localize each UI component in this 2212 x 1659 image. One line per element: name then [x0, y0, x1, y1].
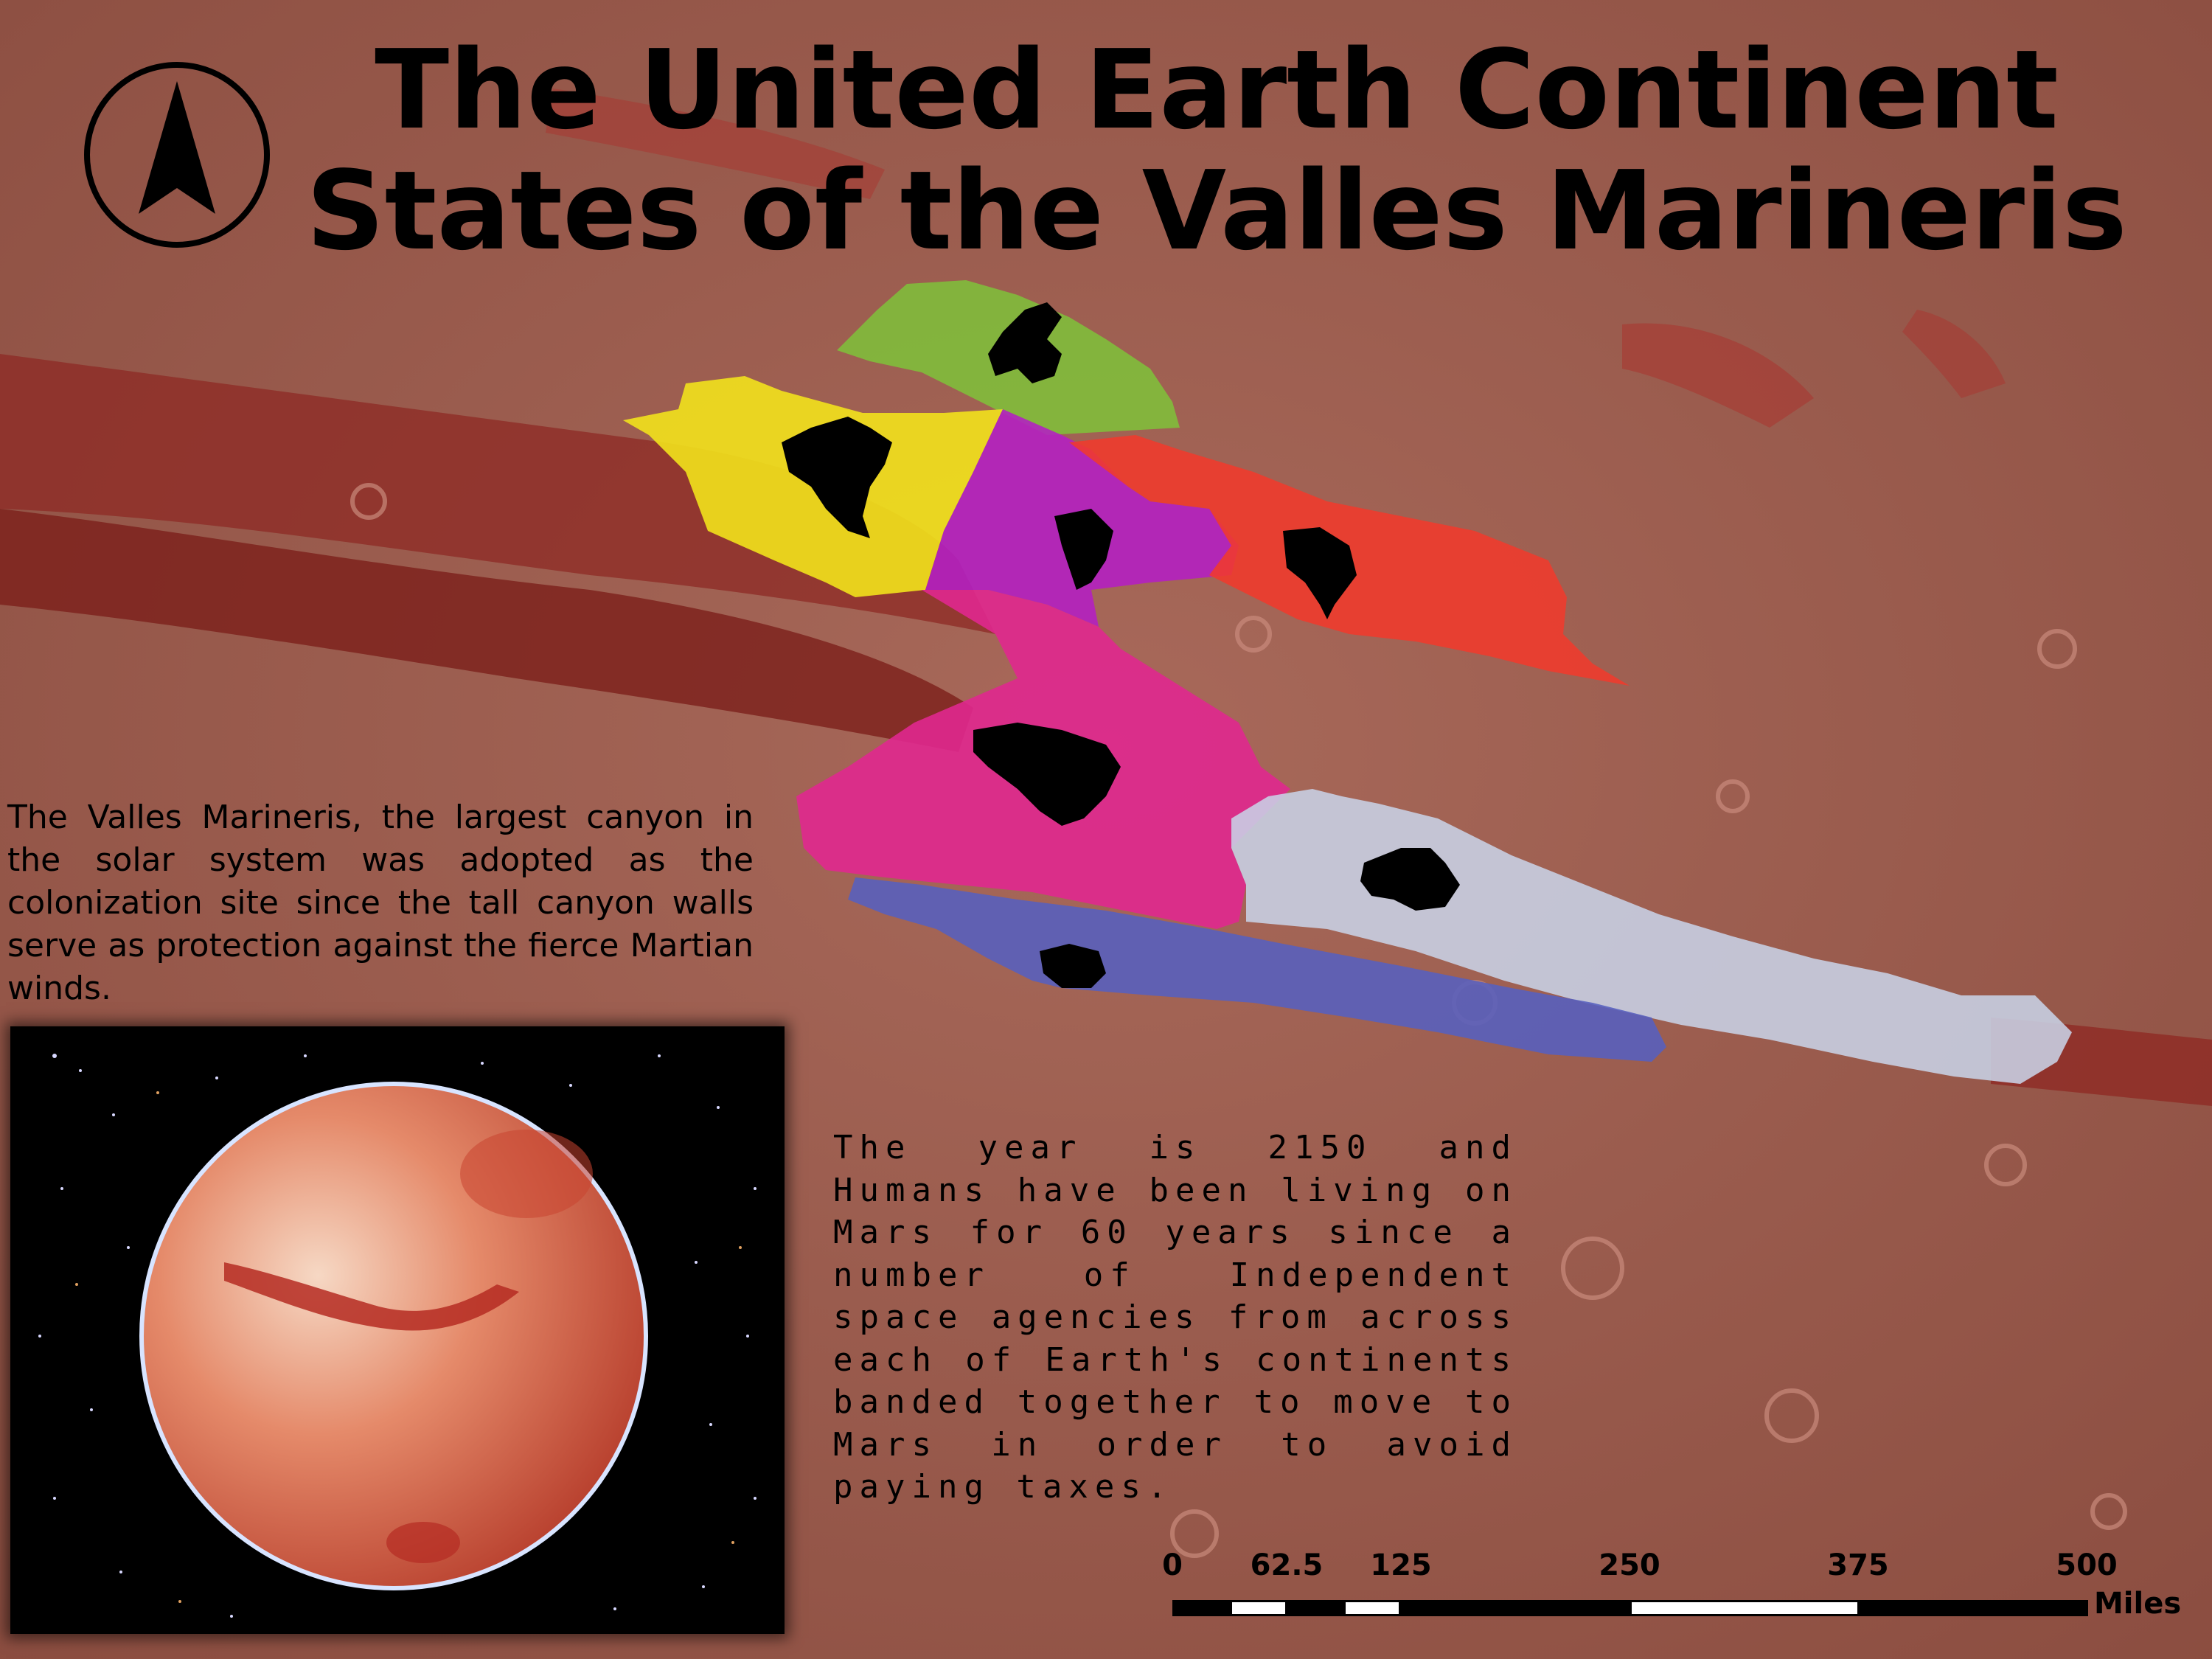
description-right: The year is 2150 and Humans have been li…	[833, 1129, 1517, 1506]
craters	[350, 483, 2127, 1558]
north-arrow-icon	[84, 62, 270, 248]
canyon-channel	[0, 509, 973, 752]
europe-silhouette-icon	[988, 302, 1062, 383]
scale-segment	[1230, 1600, 1287, 1616]
canyon-channel	[1902, 310, 2006, 398]
valles-marineris-on-globe	[224, 1262, 519, 1331]
map-title: The United Earth Continent States of the…	[243, 29, 2190, 271]
map-title-line2: States of the Valles Marineris	[306, 147, 2127, 274]
region-antarctica[interactable]	[848, 877, 1666, 1062]
scale-segment	[1343, 1600, 1401, 1616]
scale-segment	[1287, 1600, 1344, 1616]
scale-tick-label: 500	[2056, 1548, 2118, 1582]
antarctica-silhouette-icon	[1040, 944, 1106, 988]
stars	[38, 1054, 757, 1618]
scale-tick-label: 0	[1162, 1548, 1183, 1582]
asia-silhouette-icon	[973, 723, 1121, 826]
africa-silhouette-icon	[1283, 527, 1357, 619]
canyon-channel	[1622, 323, 1814, 428]
scale-segment	[1858, 1600, 2088, 1616]
north-america-silhouette-icon	[782, 417, 892, 538]
scale-segment	[1401, 1600, 1631, 1616]
mars-globe-inset	[10, 1026, 785, 1634]
scale-tick-label: 62.5	[1250, 1548, 1324, 1582]
map-title-line1: The United Earth Continent	[375, 27, 2059, 153]
scale-segment	[1172, 1600, 1230, 1616]
canyon-channel	[546, 88, 885, 199]
scale-segment	[1630, 1600, 1860, 1616]
continent-silhouettes	[782, 302, 1460, 988]
scale-tick-label: 250	[1599, 1548, 1660, 1582]
scale-bar: 0 62.5 125 250 375 500 Miles	[1150, 1548, 2197, 1630]
scale-unit-label: Miles	[2094, 1587, 2182, 1621]
south-america-silhouette-icon	[1054, 509, 1113, 590]
scale-tick-label: 375	[1827, 1548, 1889, 1582]
description-left: The Valles Marineris, the largest canyon…	[7, 799, 754, 1007]
canyon-channel	[0, 354, 995, 634]
mars-globe-icon	[10, 1026, 785, 1634]
australia-silhouette-icon	[1360, 848, 1460, 911]
scale-tick-label: 125	[1370, 1548, 1432, 1582]
